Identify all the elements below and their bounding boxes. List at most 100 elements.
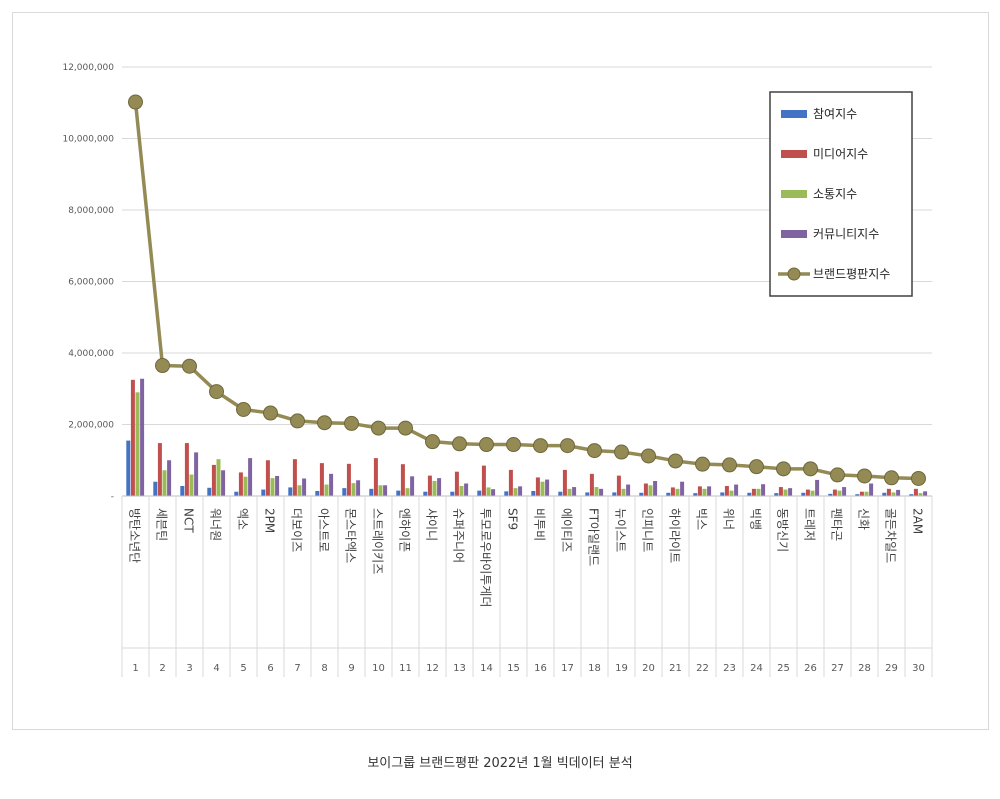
bar — [612, 492, 617, 496]
x-category-label: 더보이즈 — [290, 508, 304, 552]
y-tick-label: 12,000,000 — [62, 63, 114, 73]
bar — [270, 478, 275, 496]
line-series — [128, 94, 926, 486]
bar — [783, 489, 788, 496]
bar — [864, 491, 869, 496]
bar — [869, 483, 874, 496]
bar — [594, 487, 599, 496]
line-point — [290, 413, 305, 429]
bar — [896, 489, 901, 496]
x-category-label: 에이티즈 — [560, 508, 574, 552]
x-axis: 방탄소년단 1 세븐틴 2 NCT 3 워너원 4 엑소 5 2PM 6 더보이즈 7 아스트로 8 몬스타엑스… — [121, 495, 933, 677]
legend-swatch-marker — [787, 267, 801, 281]
bar — [369, 488, 374, 496]
bar — [653, 480, 658, 496]
line-point — [533, 438, 548, 454]
bar — [513, 488, 518, 496]
bar — [585, 492, 590, 496]
bar — [702, 488, 707, 496]
line-point — [398, 420, 413, 436]
x-rank-label: 23 — [723, 663, 736, 674]
bar — [680, 481, 685, 496]
x-category-label: SF9 — [506, 508, 520, 530]
x-rank-label: 12 — [426, 663, 439, 674]
bar — [508, 469, 513, 496]
bar — [540, 481, 545, 496]
y-tick-label: 10,000,000 — [62, 135, 114, 145]
line-point — [614, 444, 629, 460]
bar — [410, 476, 415, 496]
legend-swatch — [781, 230, 807, 238]
bar — [292, 459, 297, 496]
y-tick-label: 2,000,000 — [68, 421, 114, 431]
bar — [464, 483, 469, 496]
bar — [126, 440, 131, 496]
bar — [774, 493, 779, 496]
bar — [724, 485, 729, 496]
bar — [329, 473, 334, 496]
legend-swatch — [781, 110, 807, 118]
line-point — [317, 415, 332, 431]
bar — [761, 484, 766, 496]
x-category-label: 인피니트 — [641, 508, 655, 552]
x-rank-label: 2 — [159, 663, 165, 674]
x-category-label: 신화 — [857, 508, 871, 530]
x-category-label: 2PM — [263, 508, 277, 533]
y-tick-label: 8,000,000 — [68, 206, 114, 216]
bar — [810, 490, 815, 496]
bar — [324, 484, 329, 496]
x-rank-label: 3 — [186, 663, 192, 674]
x-rank-label: 8 — [321, 663, 327, 674]
bar — [882, 492, 887, 496]
x-rank-label: 10 — [372, 663, 385, 674]
line-point — [722, 457, 737, 473]
x-category-label: 비투비 — [533, 508, 547, 541]
x-category-label: 빅뱅 — [749, 508, 763, 530]
x-category-label: NCT — [182, 508, 196, 533]
bar — [437, 478, 442, 496]
x-rank-label: 5 — [240, 663, 246, 674]
bar — [720, 492, 725, 496]
bar — [756, 488, 761, 496]
x-category-label: FT아일랜드 — [587, 508, 601, 566]
x-rank-label: 26 — [804, 663, 817, 674]
bar — [302, 478, 307, 496]
line-point — [560, 438, 575, 454]
bar — [923, 491, 928, 496]
y-tick-label: 6,000,000 — [68, 278, 114, 288]
x-rank-label: 17 — [561, 663, 574, 674]
bar — [616, 475, 621, 496]
bar — [859, 491, 864, 496]
bar — [130, 379, 135, 496]
bar — [567, 488, 572, 496]
line-point — [155, 358, 170, 374]
x-category-label: 엔하이픈 — [398, 508, 412, 552]
bar — [180, 485, 185, 496]
bar — [589, 473, 594, 496]
bar — [184, 443, 189, 496]
bar — [189, 474, 194, 496]
bar — [886, 488, 891, 496]
bar — [427, 475, 432, 496]
bar — [342, 488, 347, 496]
bar — [734, 484, 739, 496]
x-category-label: 워너원 — [209, 508, 223, 541]
bar — [805, 489, 810, 496]
x-category-label: 위너 — [722, 508, 736, 530]
line-point — [884, 470, 899, 486]
x-category-label: 엑소 — [236, 508, 250, 530]
x-category-label: 하이라이트 — [668, 508, 682, 563]
bar — [729, 490, 734, 496]
bar — [378, 485, 383, 496]
bar — [261, 489, 266, 496]
bar — [207, 487, 212, 496]
x-category-label: 스트레이키즈 — [371, 508, 385, 574]
y-tick-label: 4,000,000 — [68, 349, 114, 359]
line-point — [263, 405, 278, 421]
y-tick-label: - — [111, 492, 114, 502]
x-rank-label: 13 — [453, 663, 466, 674]
bar — [599, 488, 604, 496]
x-rank-label: 4 — [213, 663, 219, 674]
